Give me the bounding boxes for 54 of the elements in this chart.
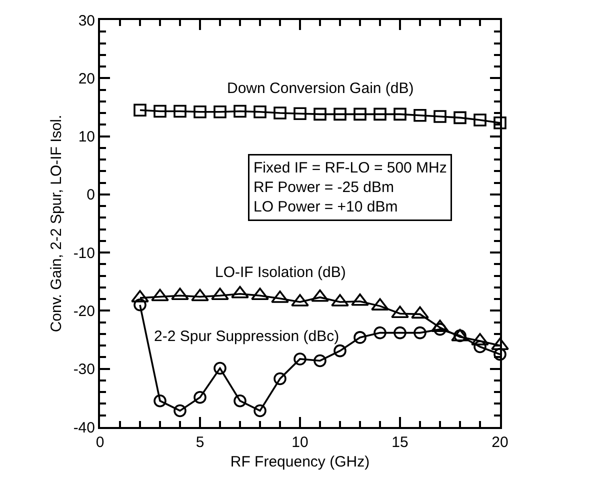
point bbox=[234, 394, 246, 408]
point bbox=[454, 111, 466, 124]
x-tick-label: 10 bbox=[292, 434, 308, 451]
y-tick-label: -10 bbox=[73, 244, 95, 262]
point bbox=[214, 105, 226, 118]
y-tick-label: 10 bbox=[78, 128, 95, 146]
x-tick-label: 20 bbox=[492, 434, 508, 451]
point bbox=[174, 104, 186, 118]
point bbox=[334, 108, 346, 121]
point bbox=[234, 104, 246, 118]
point bbox=[134, 298, 146, 312]
point bbox=[254, 105, 266, 118]
point bbox=[294, 107, 306, 120]
point bbox=[134, 104, 146, 117]
point bbox=[154, 104, 166, 118]
point bbox=[474, 340, 486, 354]
point bbox=[354, 331, 366, 344]
series-label: 2-2 Spur Suppression (dBc) bbox=[154, 328, 340, 345]
point bbox=[314, 108, 326, 121]
point bbox=[194, 105, 206, 118]
x-axis-title: RF Frequency (GHz) bbox=[230, 454, 370, 470]
series-label: LO-IF Isolation (dB) bbox=[215, 264, 346, 281]
point bbox=[394, 326, 406, 340]
y-tick-label: 20 bbox=[78, 70, 95, 88]
point bbox=[174, 404, 186, 418]
point bbox=[494, 348, 506, 361]
point bbox=[274, 106, 286, 120]
point bbox=[354, 108, 366, 121]
y-axis-title: Conv. Gain, 2-2 Spur, LO-IF Isol. bbox=[48, 114, 66, 332]
point bbox=[414, 326, 426, 340]
point bbox=[494, 116, 506, 130]
y-tick-label: -30 bbox=[73, 361, 95, 378]
y-tick-label: -40 bbox=[73, 419, 95, 436]
x-tick-label: 15 bbox=[392, 434, 408, 451]
point bbox=[194, 390, 206, 404]
point bbox=[414, 108, 426, 122]
annotation: Fixed IF = RF-LO = 500 MHz RF Power = -25 dBm LO Power = +10 dBm bbox=[254, 160, 447, 216]
series-label: Down Conversion Gain (dB) bbox=[227, 80, 414, 97]
point bbox=[254, 404, 266, 418]
y-tick-label: -20 bbox=[73, 302, 95, 320]
point bbox=[154, 394, 166, 408]
point bbox=[314, 354, 326, 368]
point bbox=[374, 326, 386, 340]
x-tick-label: 5 bbox=[196, 434, 204, 451]
y-tick-label: 0 bbox=[86, 186, 95, 204]
point bbox=[374, 108, 386, 121]
point bbox=[394, 108, 406, 121]
point bbox=[334, 344, 346, 358]
point bbox=[474, 114, 486, 126]
point bbox=[274, 372, 286, 386]
point bbox=[434, 110, 446, 123]
y-tick-label: 30 bbox=[78, 12, 95, 30]
point bbox=[294, 352, 306, 366]
point bbox=[214, 362, 226, 375]
